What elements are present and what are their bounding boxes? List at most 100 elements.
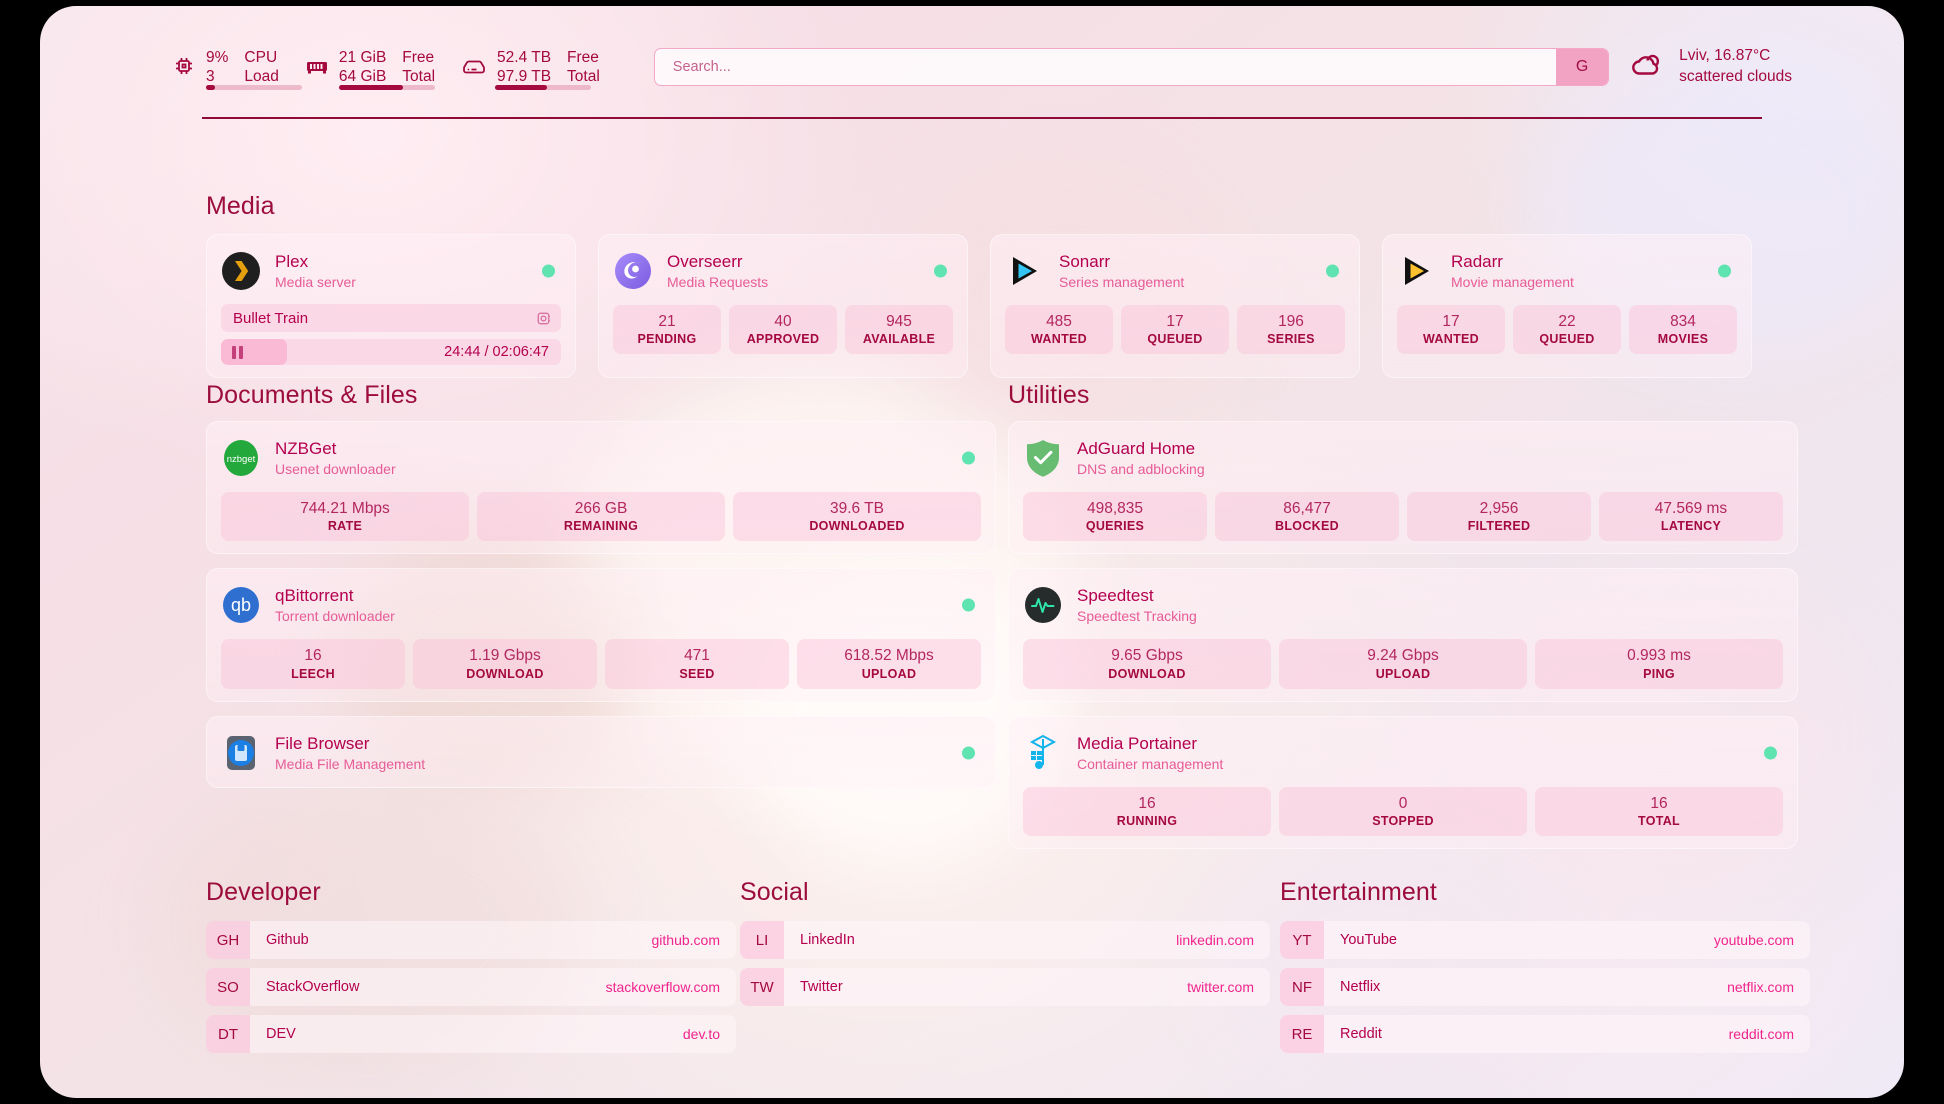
- app-card-sonarr[interactable]: Sonarr Series management 485 WANTED 17 Q…: [990, 234, 1360, 378]
- status-badge-online: [934, 264, 947, 278]
- cpu-usage-value: 9%: [206, 48, 229, 66]
- header-divider: [202, 117, 1762, 119]
- cpu-label-top: CPU: [244, 48, 278, 66]
- cpu-usage-bar: [206, 85, 302, 91]
- stat-value: 498,835: [1086, 500, 1144, 517]
- bookmark-item[interactable]: SO StackOverflow stackoverflow.com: [206, 968, 736, 1006]
- overseerr-icon: [613, 251, 653, 291]
- stat-value: 16: [1138, 794, 1156, 812]
- stat-tile: 16 LEECH: [221, 639, 405, 689]
- stat-tile: 471 SEED: [605, 639, 789, 689]
- app-subtitle: Media server: [275, 274, 356, 290]
- disk-icon: [461, 54, 487, 78]
- app-subtitle: Torrent downloader: [275, 608, 395, 625]
- pause-icon[interactable]: [232, 345, 243, 359]
- stat-label: PING: [1643, 666, 1675, 681]
- stat-label: UPLOAD: [1375, 666, 1431, 681]
- app-card-plex[interactable]: Plex Media server Bullet Train: [206, 234, 576, 378]
- app-card-radarr[interactable]: Radarr Movie management 17 WANTED 22 QUE…: [1382, 234, 1752, 378]
- dashboard-page: 9% 3 CPU Load: [40, 6, 1904, 1098]
- bookmark-abbr: YT: [1280, 921, 1324, 959]
- bookmark-item[interactable]: LI LinkedIn linkedin.com: [740, 921, 1270, 959]
- bookmark-name: Twitter: [800, 979, 843, 995]
- stat-value: 618.52 Mbps: [844, 647, 934, 665]
- cpu-label-bottom: Load: [244, 68, 279, 85]
- bookmark-item[interactable]: RE Reddit reddit.com: [1280, 1015, 1810, 1053]
- stat-value: 9.24 Gbps: [1367, 647, 1439, 665]
- disk-stat-widget: 52.4 TB 97.9 TB Free Total: [461, 48, 600, 91]
- memory-label-free: Free: [402, 48, 435, 66]
- now-playing-title: Bullet Train: [233, 309, 309, 327]
- stat-label: FILTERED: [1467, 519, 1531, 534]
- stat-tile: 17 WANTED: [1397, 305, 1505, 355]
- search-engine-button[interactable]: G: [1556, 49, 1609, 85]
- app-card-overseerr[interactable]: Overseerr Media Requests 21 PENDING 40 A…: [598, 234, 968, 378]
- media-card-row: Plex Media server Bullet Train: [206, 234, 1766, 378]
- stat-tile: 485 WANTED: [1005, 305, 1113, 355]
- search-box[interactable]: G: [653, 48, 1610, 86]
- stat-tile: 945 AVAILABLE: [845, 305, 953, 355]
- stat-label: DOWNLOADED: [809, 519, 905, 534]
- now-playing-time: 24:44 / 02:06:47: [444, 344, 549, 360]
- bookmark-item[interactable]: DT DEV dev.to: [206, 1015, 736, 1053]
- app-subtitle: Container management: [1077, 755, 1224, 772]
- status-badge-online: [962, 451, 975, 465]
- qbittorrent-icon: qb: [221, 585, 261, 625]
- app-card-nzbget[interactable]: nzbget NZBGet Usenet downloader 744.21 M…: [206, 421, 996, 555]
- stat-label: RUNNING: [1116, 814, 1178, 829]
- memory-icon: [305, 54, 329, 78]
- dashboard-header: 9% 3 CPU Load: [172, 28, 1792, 106]
- section-title-entertainment: Entertainment: [1280, 878, 1437, 906]
- app-card-qbittorrent[interactable]: qb qBittorrent Torrent downloader 16 LEE…: [206, 568, 996, 702]
- app-subtitle: Usenet downloader: [275, 461, 396, 477]
- app-card-speedtest[interactable]: Speedtest Speedtest Tracking 9.65 Gbps D…: [1008, 568, 1798, 702]
- disk-label-free: Free: [567, 48, 599, 66]
- stat-tile: 0 STOPPED: [1279, 786, 1527, 837]
- stat-tile: 498,835 QUERIES: [1023, 492, 1207, 542]
- stat-value: 21: [658, 313, 676, 330]
- stat-tile: 266 GB REMAINING: [477, 492, 725, 542]
- bookmark-name: YouTube: [1340, 932, 1397, 948]
- now-playing-progress[interactable]: 24:44 / 02:06:47: [221, 339, 561, 365]
- cast-icon[interactable]: [536, 311, 551, 326]
- stat-tile: 17 QUEUED: [1121, 305, 1229, 355]
- app-title: AdGuard Home: [1077, 439, 1196, 458]
- stat-value: 86,477: [1283, 500, 1331, 517]
- section-title-developer: Developer: [206, 878, 321, 906]
- bookmark-group-developer: GH Github github.com SO StackOverflow st…: [206, 921, 736, 1053]
- bookmark-item[interactable]: GH Github github.com: [206, 921, 736, 959]
- plex-icon: [221, 251, 261, 291]
- bookmark-abbr: LI: [740, 921, 784, 959]
- disk-usage-bar: [495, 85, 592, 91]
- app-card-file-browser[interactable]: File Browser Media File Management: [206, 715, 996, 788]
- bookmark-item[interactable]: TW Twitter twitter.com: [740, 968, 1270, 1006]
- stat-tile: 9.24 Gbps UPLOAD: [1279, 639, 1527, 689]
- bookmark-name: StackOverflow: [266, 979, 360, 995]
- app-card-media-portainer[interactable]: Media Portainer Container management 16 …: [1008, 715, 1798, 850]
- bookmark-group-social: LI LinkedIn linkedin.com TW Twitter twit…: [740, 921, 1270, 1006]
- bookmark-name: Reddit: [1340, 1026, 1382, 1042]
- stat-label: REMAINING: [563, 519, 639, 534]
- stat-tile: 86,477 BLOCKED: [1215, 492, 1399, 542]
- memory-label-total: Total: [402, 68, 436, 85]
- stat-tile: 834 MOVIES: [1629, 305, 1737, 355]
- stats-row: 16 LEECH 1.19 Gbps DOWNLOAD 471 SEED 618…: [221, 639, 981, 689]
- bookmark-item[interactable]: NF Netflix netflix.com: [1280, 968, 1810, 1006]
- app-card-adguard-home[interactable]: AdGuard Home DNS and adblocking 498,835 …: [1008, 421, 1798, 555]
- app-subtitle: DNS and adblocking: [1077, 461, 1205, 477]
- cpu-stat-widget: 9% 3 CPU Load: [172, 48, 302, 91]
- stat-label: SERIES: [1267, 332, 1315, 347]
- section-title-media: Media: [206, 192, 275, 220]
- stat-label: PENDING: [637, 332, 697, 347]
- stat-value: 47.569 ms: [1654, 500, 1728, 517]
- app-title: NZBGet: [275, 439, 337, 458]
- stat-label: APPROVED: [746, 332, 820, 347]
- bookmark-abbr: DT: [206, 1015, 250, 1053]
- stat-tile: 9.65 Gbps DOWNLOAD: [1023, 639, 1271, 689]
- stat-value: 2,956: [1479, 500, 1519, 517]
- stat-value: 945: [886, 313, 912, 330]
- stat-tile: 196 SERIES: [1237, 305, 1345, 355]
- stat-value: 39.6 TB: [829, 500, 884, 517]
- bookmark-item[interactable]: YT YouTube youtube.com: [1280, 921, 1810, 959]
- search-input[interactable]: [654, 49, 1557, 85]
